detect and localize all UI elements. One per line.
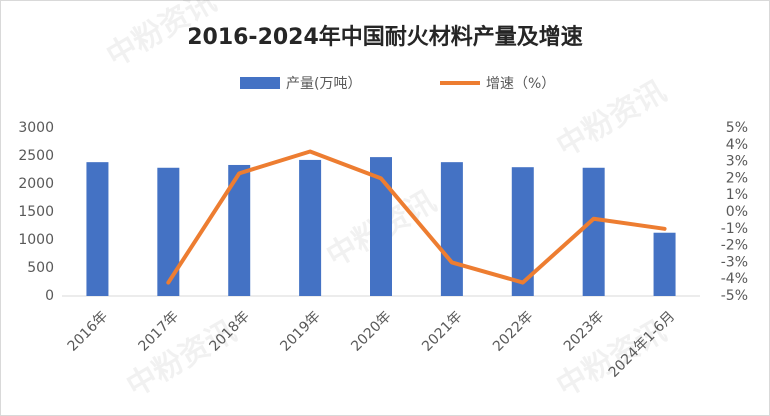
legend-swatch	[240, 77, 280, 89]
bar	[582, 167, 605, 296]
chart-title: 2016-2024年中国耐火材料产量及增速	[187, 24, 583, 50]
bar	[299, 159, 322, 296]
y-tick-label: 500	[27, 260, 54, 276]
y-tick-label: 1500	[18, 204, 54, 220]
y-tick-label: 3000	[18, 120, 54, 136]
y2-tick-label: -3%	[721, 254, 748, 270]
y-tick-label: 1000	[18, 232, 54, 248]
y2-tick-label: -1%	[721, 221, 748, 237]
bar	[157, 167, 180, 296]
y2-tick-label: -4%	[721, 271, 748, 287]
legend-label: 增速（%）	[486, 76, 555, 92]
bar	[370, 157, 392, 296]
legend-label: 产量(万吨）	[286, 76, 361, 92]
y2-tick-label: -2%	[721, 238, 748, 254]
y2-tick-label: 1%	[726, 187, 748, 203]
y2-tick-label: 4%	[726, 137, 748, 153]
y2-tick-label: 0%	[726, 204, 748, 220]
y-tick-label: 2500	[18, 148, 54, 164]
y2-tick-label: -5%	[721, 288, 748, 304]
bar	[440, 162, 463, 296]
y2-tick-label: 3%	[726, 154, 748, 170]
bar	[228, 164, 251, 296]
bar	[86, 162, 109, 296]
bar	[653, 232, 676, 296]
y2-tick-label: 2%	[726, 170, 748, 186]
y-tick-label: 0	[45, 288, 54, 304]
y-tick-label: 2000	[18, 176, 54, 192]
bar	[511, 167, 534, 296]
line	[166, 149, 667, 285]
y2-tick-label: 5%	[726, 120, 748, 136]
